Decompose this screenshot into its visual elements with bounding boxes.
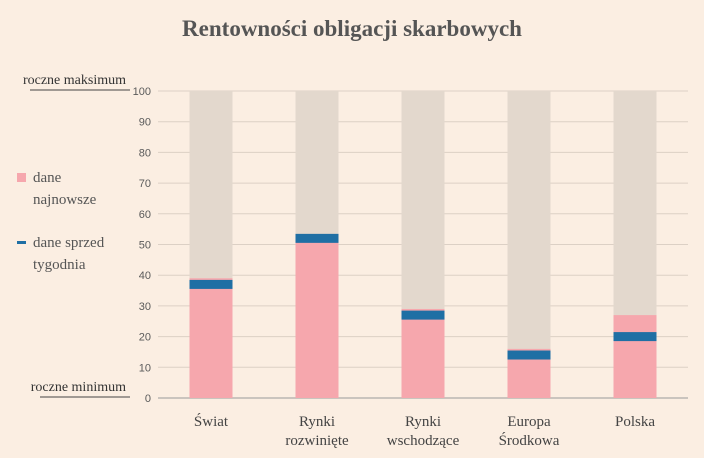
latest-bar <box>189 278 233 398</box>
x-category-label-line: wschodzące <box>387 433 460 449</box>
legend-swatch-latest <box>17 173 26 182</box>
week-ago-marker <box>189 279 233 289</box>
y-tick-label: 10 <box>139 362 151 374</box>
legend-label-line: dane sprzed <box>33 235 105 251</box>
x-category-label-line: Środkowa <box>499 432 560 449</box>
y-tick-label: 30 <box>139 301 151 313</box>
range-labels: roczne maksimum roczne minimum <box>23 73 130 398</box>
week-ago-marker <box>401 310 445 320</box>
latest-bars <box>189 235 657 398</box>
week-ago-markers <box>189 233 657 360</box>
x-category-label: Świat <box>194 413 229 430</box>
week-ago-marker <box>613 332 657 342</box>
legend: dane najnowsze dane sprzed tygodnia <box>17 170 105 273</box>
week-ago-marker <box>295 233 339 243</box>
legend-swatch-week <box>17 241 26 244</box>
y-axis-ticks: 0 10 20 30 40 50 60 70 80 90 100 <box>133 86 151 405</box>
y-tick-label: 70 <box>139 178 151 190</box>
x-category-label-line: Rynki <box>299 414 335 430</box>
x-axis-categories: Świat Rynki rozwinięte Rynki wschodzące Europ… <box>194 413 655 449</box>
legend-label-week: dane sprzed tygodnia <box>33 235 105 273</box>
y-tick-label: 40 <box>139 270 151 282</box>
latest-bar <box>295 235 339 398</box>
range-max-label: roczne maksimum <box>23 73 126 88</box>
legend-label-latest: dane najnowsze <box>33 170 97 208</box>
x-category-label-line: Rynki <box>405 414 441 430</box>
y-tick-label: 50 <box>139 240 151 252</box>
y-tick-label: 20 <box>139 332 151 344</box>
x-category-label-line: Europa <box>507 414 551 430</box>
x-category-label: Rynki rozwinięte <box>285 414 349 449</box>
chart-title: Rentowności obligacji skarbowych <box>182 16 522 41</box>
legend-label-line: tygodnia <box>33 257 86 273</box>
legend-label-line: dane <box>33 170 62 186</box>
legend-label-line: najnowsze <box>33 192 97 208</box>
latest-bar <box>401 308 445 398</box>
x-category-label-line: rozwinięte <box>285 433 349 449</box>
week-ago-marker <box>507 350 551 360</box>
y-tick-label: 90 <box>139 117 151 129</box>
y-tick-label: 60 <box>139 209 151 221</box>
range-bar <box>507 91 551 398</box>
range-min-label: roczne minimum <box>31 380 126 395</box>
x-category-label: Polska <box>615 414 655 430</box>
y-tick-label: 0 <box>145 393 151 405</box>
y-tick-label: 80 <box>139 147 151 159</box>
y-tick-label: 100 <box>133 86 151 98</box>
x-category-label-line: Świat <box>194 413 229 430</box>
x-category-label: Europa Środkowa <box>499 414 560 449</box>
latest-bar <box>613 315 657 398</box>
x-category-label: Rynki wschodzące <box>387 414 460 449</box>
x-category-label-line: Polska <box>615 414 655 430</box>
